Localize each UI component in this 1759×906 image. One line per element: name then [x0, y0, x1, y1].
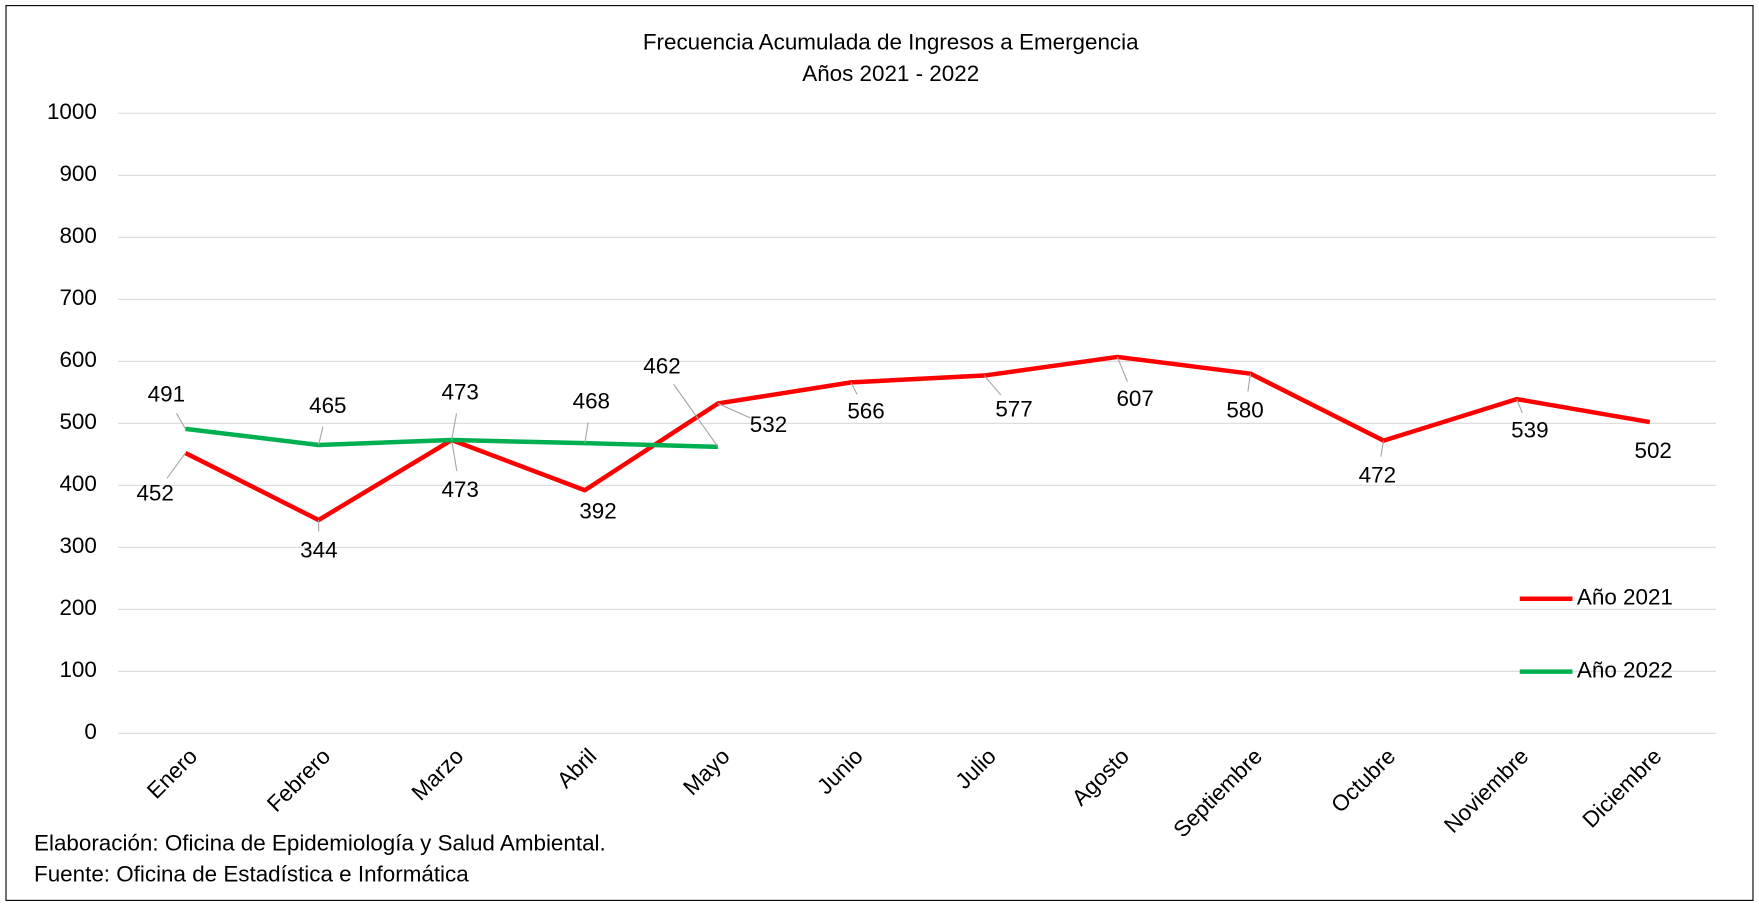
data-label: 566 [847, 399, 884, 424]
leader-line [451, 413, 458, 441]
legend-label: Año 2021 [1577, 585, 1673, 610]
y-tick-label: 500 [59, 409, 96, 434]
leader-line [584, 422, 589, 444]
chart-title: Frecuencia Acumulada de Ingresos a Emerg… [643, 30, 1139, 55]
chart-border [5, 5, 1754, 901]
data-label: 491 [148, 382, 185, 407]
leader-line [1516, 398, 1523, 414]
y-tick-label: 400 [59, 471, 96, 496]
data-label: 539 [1511, 418, 1548, 443]
data-label: 344 [300, 538, 337, 563]
y-tick-label: 200 [59, 595, 96, 620]
legend-label: Año 2022 [1577, 658, 1673, 683]
y-tick-label: 300 [59, 533, 96, 558]
data-line [184, 354, 1651, 523]
y-tick-label: 1000 [47, 99, 97, 124]
leader-line [717, 402, 751, 419]
data-label: 577 [995, 396, 1032, 421]
leader-line [673, 383, 719, 448]
leader-line [983, 375, 1002, 396]
footnote: Fuente: Oficina de Estadística e Informá… [34, 862, 469, 887]
data-label: 452 [136, 480, 173, 505]
y-tick-label: 0 [84, 719, 96, 744]
y-tick-label: 700 [59, 285, 96, 310]
data-label: 468 [573, 388, 610, 413]
leader-line [166, 452, 186, 479]
data-label: 473 [441, 477, 478, 502]
leader-line [451, 439, 458, 472]
data-label: 580 [1226, 397, 1263, 422]
y-tick-label: 100 [59, 657, 96, 682]
data-label: 392 [579, 498, 616, 523]
data-label: 473 [441, 379, 478, 404]
data-label: 462 [643, 354, 680, 379]
data-label: 465 [309, 393, 346, 418]
footnote: Elaboración: Oficina de Epidemiología y … [34, 830, 606, 855]
leader-line [1380, 440, 1385, 457]
data-label: 472 [1359, 462, 1396, 487]
leader-line [318, 426, 324, 446]
data-label: 532 [750, 412, 787, 437]
y-tick-label: 900 [59, 161, 96, 186]
y-tick-label: 800 [59, 223, 96, 248]
leader-line [175, 413, 186, 430]
data-label: 502 [1634, 438, 1671, 463]
leader-line [1116, 356, 1128, 382]
leader-line [1247, 373, 1251, 392]
chart-subtitle: Años 2021 - 2022 [802, 61, 979, 86]
y-tick-label: 600 [59, 347, 96, 372]
leader-line [850, 382, 858, 395]
data-label: 607 [1116, 386, 1153, 411]
